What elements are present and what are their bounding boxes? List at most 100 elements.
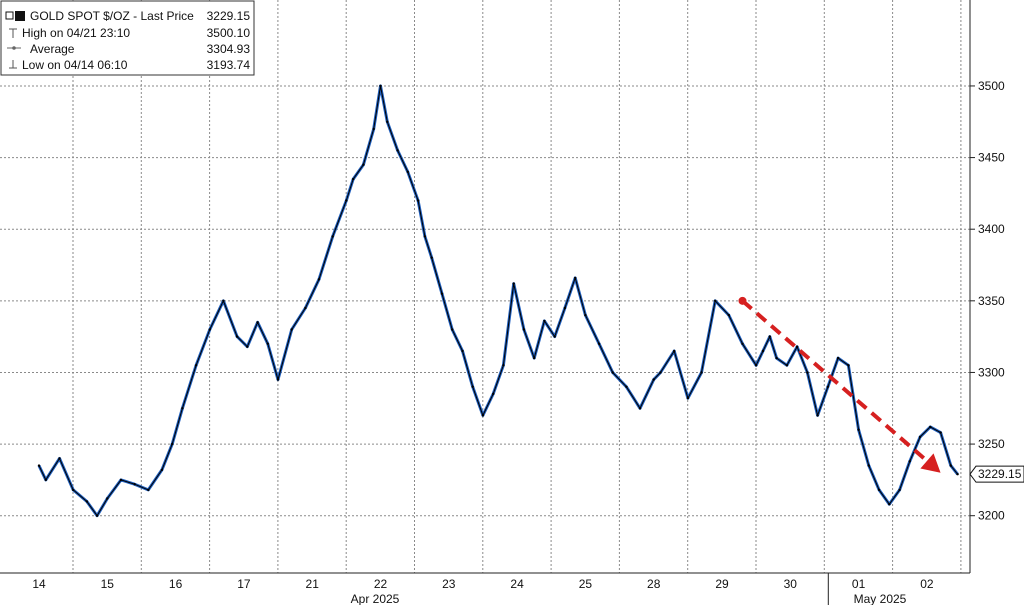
series-point (754, 364, 758, 367)
y-tick-label: 3500 (978, 79, 1005, 93)
legend-box (0, 0, 255, 76)
legend-item-average: Average 3304.93 (7, 42, 250, 56)
x-tick-label: 01 (852, 577, 866, 591)
annotation-layer (738, 296, 941, 473)
legend-value-last-price: 3229.15 (207, 9, 251, 23)
x-tick-label: 17 (237, 577, 251, 591)
series-point (171, 442, 174, 446)
series-point (584, 313, 587, 317)
series-point (574, 276, 577, 280)
series-point (119, 478, 123, 482)
series-point (290, 328, 293, 331)
series-point (806, 371, 809, 374)
x-group-label-april: Apr 2025 (351, 592, 400, 605)
series-point (266, 342, 269, 345)
series-point (256, 321, 259, 324)
y-tick-label: 3300 (978, 365, 1005, 379)
series-point (304, 306, 307, 310)
series-point (847, 364, 850, 367)
series-point (406, 170, 409, 174)
series-point (181, 407, 184, 410)
series-point (95, 514, 99, 517)
x-tick-label: 22 (374, 577, 388, 591)
series-point (888, 503, 891, 506)
series-point (492, 392, 495, 396)
series-point (761, 349, 765, 353)
series-point (502, 364, 505, 367)
series-point (481, 414, 485, 417)
series-point (714, 299, 717, 302)
series-point (522, 328, 526, 331)
series-point (563, 306, 567, 310)
series-point (918, 435, 922, 439)
last-price-badge-text: 3229.15 (978, 467, 1022, 481)
series-point (208, 328, 211, 331)
high-tick-icon (9, 28, 17, 38)
series-point (553, 335, 556, 338)
average-dot-icon (12, 46, 16, 50)
series-point (908, 460, 911, 463)
series-point (345, 199, 348, 202)
x-tick-label: 23 (442, 577, 456, 591)
x-tick-label: 30 (784, 577, 798, 591)
series-point (867, 464, 870, 467)
series-point (451, 328, 454, 331)
series-point (836, 356, 840, 360)
last-price-badge (969, 465, 1024, 483)
series-point (416, 199, 420, 202)
series-point (379, 84, 382, 88)
series-point (543, 319, 546, 323)
series-point (795, 345, 799, 348)
series-point (386, 120, 389, 124)
y-tick-label: 3400 (978, 222, 1005, 236)
x-tick-label: 21 (306, 577, 320, 591)
x-tick-label: 15 (101, 577, 115, 591)
series-point (768, 335, 771, 338)
series-point (396, 149, 399, 152)
series-point (625, 385, 628, 388)
series-point (37, 464, 41, 467)
series-point (597, 342, 601, 345)
low-tick-icon (9, 60, 17, 69)
x-tick-label: 29 (715, 577, 729, 591)
series-point (949, 464, 952, 467)
x-tick-label: 28 (647, 577, 661, 591)
legend: GOLD SPOT $/OZ - Last Price 3229.15 High… (0, 0, 255, 76)
trend-arrow-head (920, 453, 941, 473)
series-point (727, 313, 730, 317)
y-tick-label: 3250 (978, 437, 1005, 451)
x-tick-label: 16 (169, 577, 183, 591)
series-point (160, 468, 164, 472)
x-tick-label: 25 (579, 577, 593, 591)
series-point (352, 177, 355, 181)
series-point (512, 282, 515, 285)
series-point (686, 397, 690, 400)
x-group-label-may: May 2025 (854, 592, 907, 605)
legend-value-high: 3500.10 (207, 26, 251, 40)
series-point (440, 292, 444, 295)
series-point (372, 127, 375, 131)
series-point (276, 378, 280, 381)
last-price-badge-group: 3229.15 (969, 465, 1024, 483)
legend-item-last-price: GOLD SPOT $/OZ - Last Price 3229.15 (5, 9, 251, 23)
series-point (44, 478, 47, 482)
series-point (816, 414, 819, 417)
series-point (673, 349, 676, 353)
series-point (133, 483, 136, 486)
series-point (898, 488, 901, 492)
series-point (659, 371, 662, 374)
series-point (638, 407, 642, 410)
series-point (611, 371, 614, 374)
series-point (533, 356, 536, 360)
x-tick-label: 02 (920, 577, 934, 591)
legend-square-marker-fill (15, 11, 25, 21)
series-point (785, 364, 789, 367)
series-point (331, 235, 334, 238)
grid (0, 0, 970, 573)
x-tick-label: 24 (510, 577, 524, 591)
series-point (857, 428, 860, 431)
series-point (147, 488, 150, 492)
legend-label-high: High on 04/21 23:10 (22, 26, 130, 40)
